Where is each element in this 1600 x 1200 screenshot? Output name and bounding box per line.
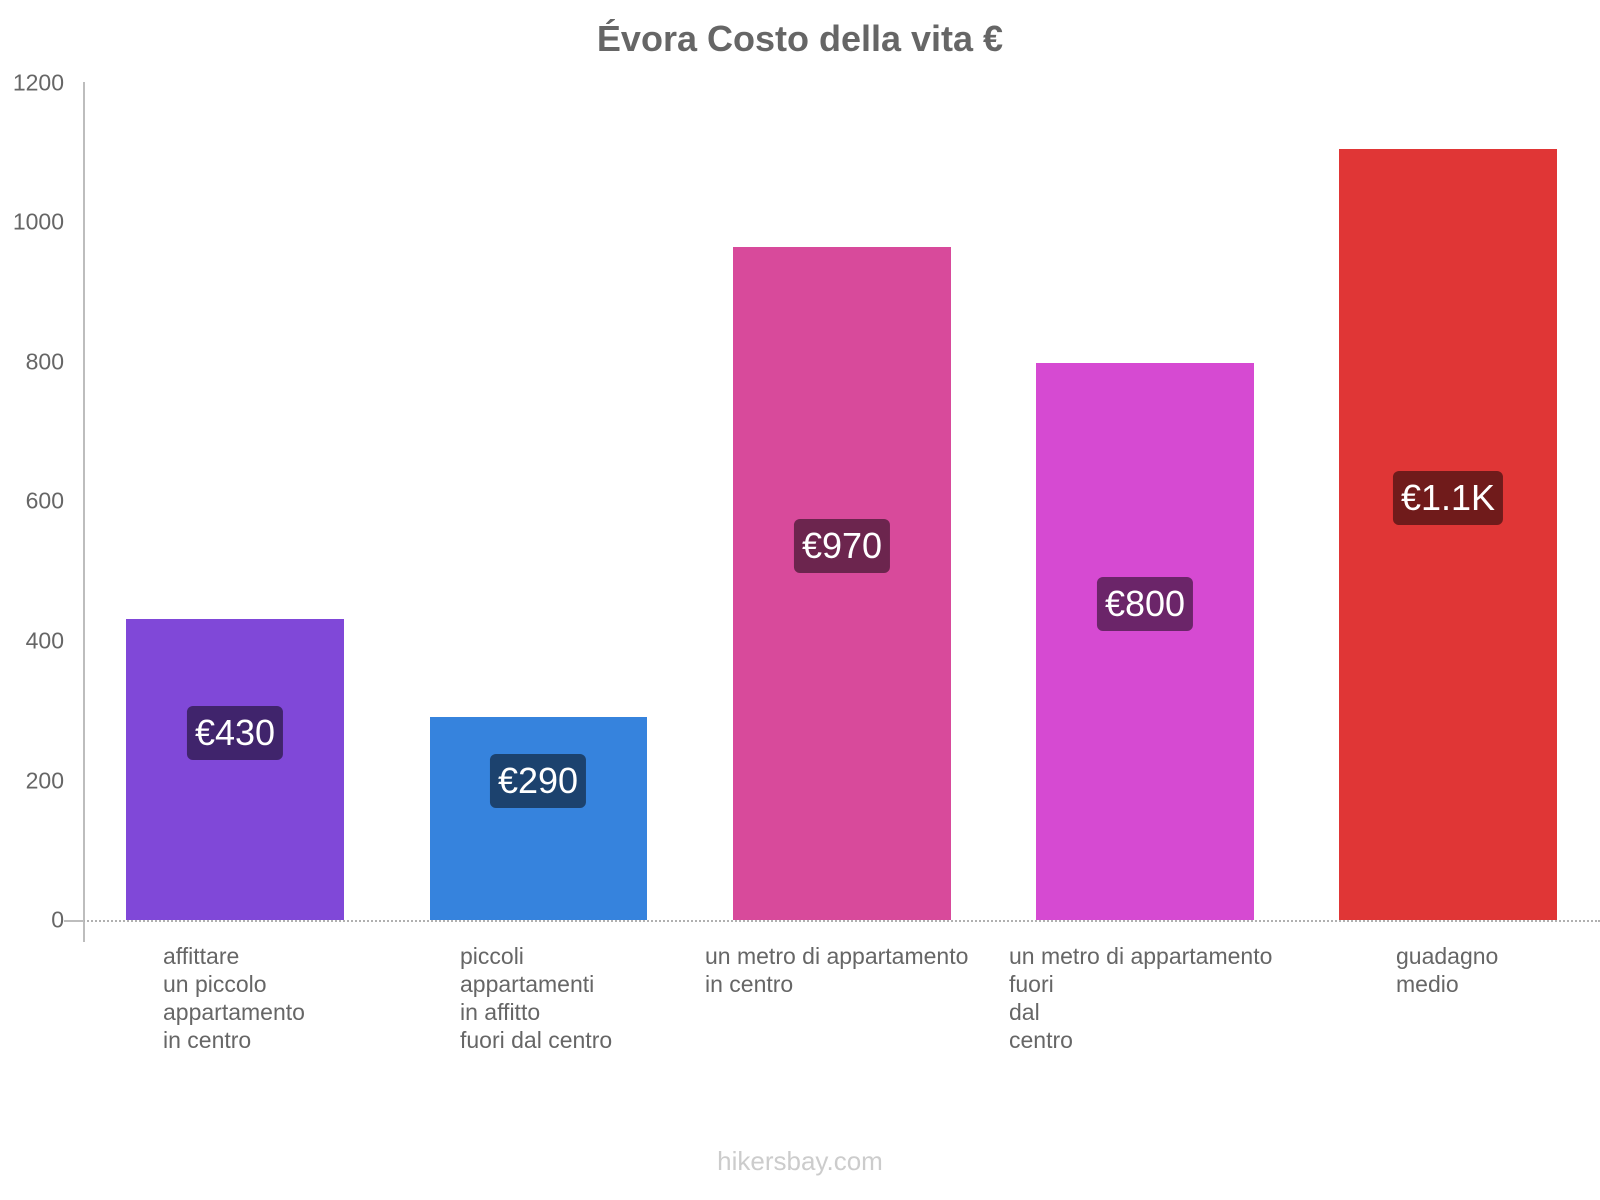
bar-sqm-apartment-center [733, 247, 951, 920]
y-axis-line [83, 82, 85, 942]
chart-title: Évora Costo della vita € [596, 18, 1004, 59]
value-label: €290 [489, 754, 587, 808]
x-category-label: piccoli appartamenti in affitto fuori da… [460, 943, 613, 1053]
y-tick-label: 400 [25, 627, 64, 654]
value-label: €800 [1096, 577, 1194, 631]
x-axis-zero-tick [64, 920, 84, 922]
value-label: €970 [793, 519, 891, 573]
bar-rent-small-apartment-outside [430, 717, 647, 920]
y-tick-label: 800 [25, 348, 64, 375]
x-category-label: guadagno medio [1396, 943, 1499, 997]
x-axis-line [64, 920, 1600, 923]
y-tick-label: 600 [25, 487, 64, 514]
value-label: €1.1K [1392, 471, 1504, 525]
x-category-label: un metro di appartamento in centro [705, 943, 969, 997]
y-tick-label: 1200 [12, 69, 64, 96]
y-tick-label: 0 [51, 906, 64, 933]
x-category-label: affittare un piccolo appartamento in cen… [163, 943, 305, 1053]
y-tick-label: 200 [25, 767, 64, 794]
footer-watermark: hikersbay.com [717, 1146, 883, 1176]
x-category-label: un metro di appartamento fuori dal centr… [1009, 943, 1273, 1053]
y-tick-label: 1000 [12, 208, 64, 235]
bar-average-income [1339, 149, 1557, 920]
bar-sqm-apartment-outside [1036, 363, 1254, 920]
bar-rent-small-apartment-center [126, 619, 344, 920]
value-label: €430 [186, 706, 284, 760]
